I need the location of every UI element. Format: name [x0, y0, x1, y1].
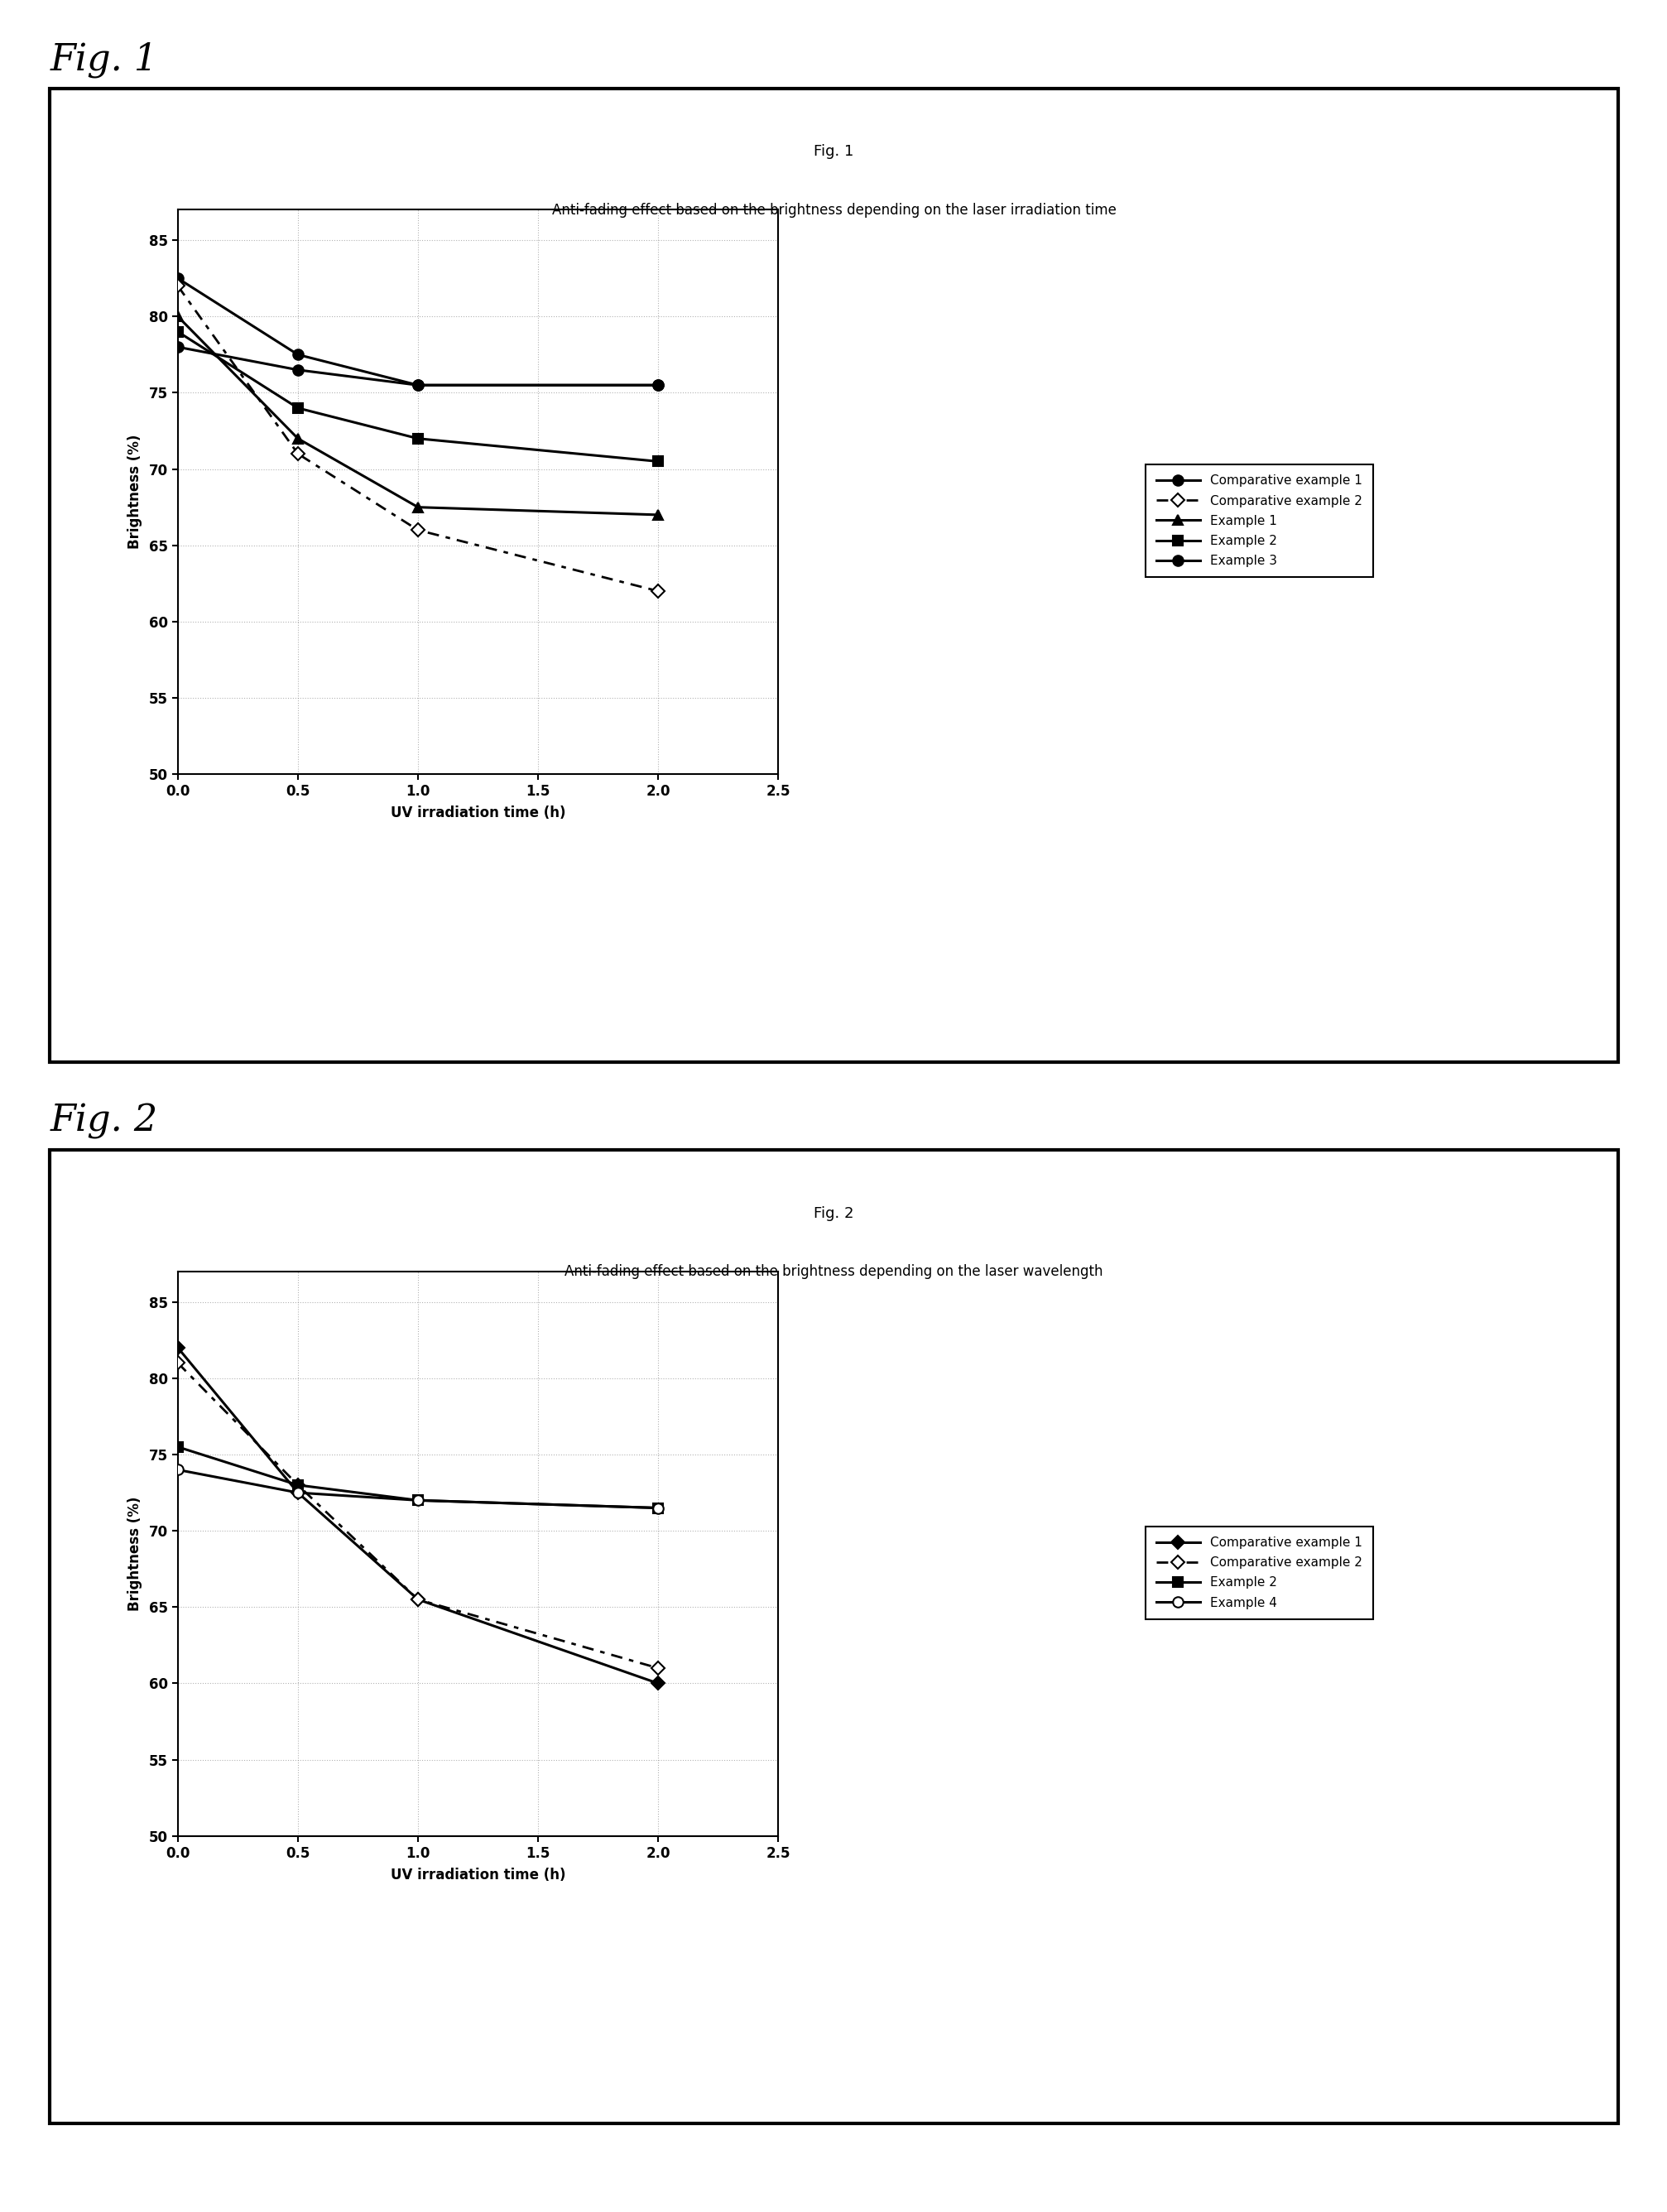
- Text: Fig. 1: Fig. 1: [813, 144, 854, 159]
- Y-axis label: Brightness (%): Brightness (%): [127, 1498, 142, 1610]
- Y-axis label: Brightness (%): Brightness (%): [127, 436, 142, 549]
- Legend: Comparative example 1, Comparative example 2, Example 2, Example 4: Comparative example 1, Comparative examp…: [1145, 1526, 1372, 1619]
- Text: Fig. 2: Fig. 2: [50, 1104, 158, 1139]
- X-axis label: UV irradiation time (h): UV irradiation time (h): [390, 1867, 565, 1882]
- Text: Fig. 1: Fig. 1: [50, 42, 158, 77]
- Text: Anti-fading effect based on the brightness depending on the laser irradiation ti: Anti-fading effect based on the brightne…: [552, 204, 1115, 217]
- Legend: Comparative example 1, Comparative example 2, Example 1, Example 2, Example 3: Comparative example 1, Comparative examp…: [1145, 465, 1372, 577]
- Text: Anti-fading effect based on the brightness depending on the laser wavelength: Anti-fading effect based on the brightne…: [565, 1265, 1102, 1279]
- X-axis label: UV irradiation time (h): UV irradiation time (h): [390, 805, 565, 821]
- Text: Fig. 2: Fig. 2: [813, 1206, 854, 1221]
